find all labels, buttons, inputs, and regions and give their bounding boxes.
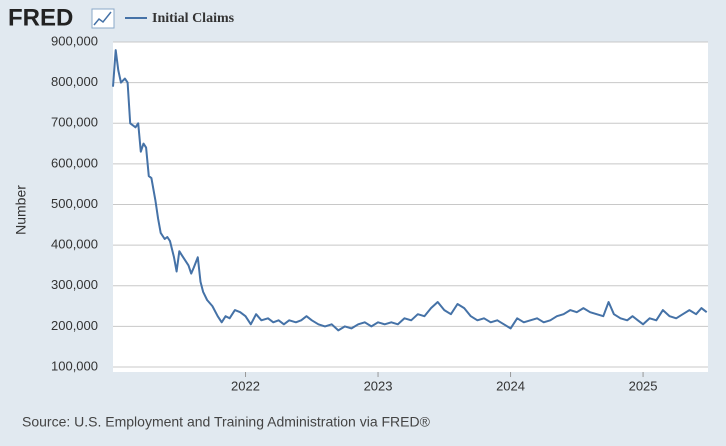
y-tick-label: 800,000 bbox=[51, 74, 98, 89]
y-tick-label: 600,000 bbox=[51, 155, 98, 170]
y-axis-label: Number bbox=[13, 185, 29, 235]
y-tick-label: 300,000 bbox=[51, 277, 98, 292]
y-tick-label: 400,000 bbox=[51, 237, 98, 252]
y-tick-label: 100,000 bbox=[51, 358, 98, 373]
legend-label: Initial Claims bbox=[152, 11, 235, 26]
y-tick-label: 500,000 bbox=[51, 196, 98, 211]
x-tick-label: 2022 bbox=[231, 378, 260, 393]
y-tick-label: 900,000 bbox=[51, 33, 98, 48]
x-tick-label: 2023 bbox=[364, 378, 393, 393]
y-tick-label: 700,000 bbox=[51, 115, 98, 130]
source: Source: U.S. Employment and Training Adm… bbox=[22, 414, 431, 430]
y-tick-label: 200,000 bbox=[51, 318, 98, 333]
series-line bbox=[112, 49, 708, 332]
x-tick-label: 2025 bbox=[629, 378, 658, 393]
plot-area bbox=[113, 42, 708, 372]
logo: FRED bbox=[8, 4, 73, 31]
logo-icon bbox=[91, 8, 115, 29]
x-tick-label: 2024 bbox=[496, 378, 525, 393]
